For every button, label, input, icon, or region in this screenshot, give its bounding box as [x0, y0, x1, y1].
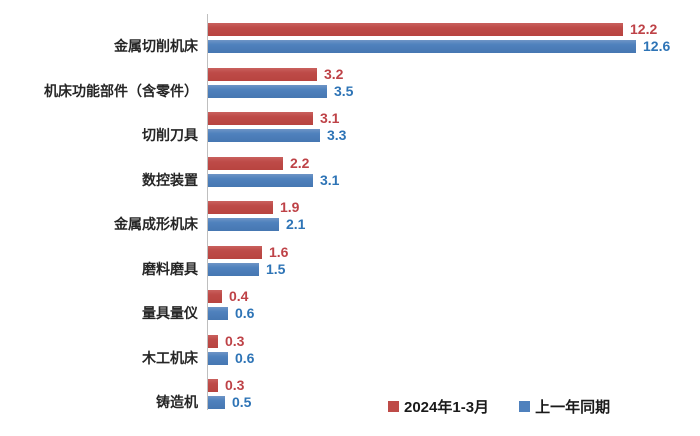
- bar-previous-period: 0.5: [208, 394, 251, 410]
- value-label: 2.1: [286, 216, 306, 232]
- bar-current-period: 0.3: [208, 333, 244, 349]
- bar-current-period: 1.9: [208, 199, 299, 215]
- category-label: 金属成形机床: [114, 216, 198, 232]
- bar-previous-period: 0.6: [208, 305, 254, 321]
- bar-current-period: 0.4: [208, 288, 248, 304]
- category-label: 木工机床: [142, 349, 198, 366]
- value-label: 3.5: [334, 82, 354, 99]
- bar-group: 木工机床 0.3 0.6: [0, 333, 700, 366]
- category-label: 磨料磨具: [142, 260, 198, 277]
- category-label: 铸造机: [156, 394, 198, 410]
- bar-current-period: 3.2: [208, 66, 343, 82]
- legend-item-prev-year: 上一年同期: [519, 396, 610, 417]
- bar-group: 量具量仪 0.4 0.6: [0, 288, 700, 321]
- bar-group: 金属切削机床 12.2 12.6: [0, 21, 700, 54]
- bar-current-period: 0.3: [208, 377, 244, 393]
- legend: 2024年1-3月 上一年同期: [388, 396, 610, 417]
- bar-previous-period: 3.5: [208, 83, 353, 99]
- category-label: 量具量仪: [142, 305, 198, 321]
- bar-group: 机床功能部件（含零件） 3.2 3.5: [0, 66, 700, 99]
- value-label: 12.2: [630, 21, 658, 37]
- category-label: 金属切削机床: [114, 38, 198, 54]
- bar-group: 切削刀具 3.1 3.3: [0, 110, 700, 143]
- value-label: 12.6: [643, 38, 671, 54]
- category-label: 切削刀具: [142, 127, 198, 143]
- value-label: 1.9: [280, 199, 300, 215]
- bar-previous-period: 0.6: [208, 350, 254, 366]
- legend-label: 2024年1-3月: [404, 399, 490, 416]
- value-label: 3.3: [327, 127, 347, 143]
- bar-previous-period: 3.3: [208, 127, 346, 143]
- bar-current-period: 12.2: [208, 21, 657, 37]
- legend-swatch-blue-icon: [519, 401, 531, 412]
- value-label: 1.6: [269, 243, 289, 260]
- bar-current-period: 1.6: [208, 244, 288, 260]
- value-label: 2.2: [290, 154, 310, 171]
- value-label: 0.3: [225, 377, 245, 393]
- category-axis-line: [207, 14, 208, 410]
- legend-item-2024: 2024年1-3月: [388, 396, 489, 417]
- value-label: 0.5: [232, 394, 252, 410]
- value-label: 3.1: [320, 110, 340, 126]
- bar-group: 金属成形机床 1.9 2.1: [0, 199, 700, 232]
- value-label: 3.1: [320, 171, 340, 188]
- bar-group: 铸造机 0.3 0.5: [0, 377, 700, 410]
- bar-group: 磨料磨具 1.6 1.5: [0, 244, 700, 277]
- bar-previous-period: 3.1: [208, 172, 339, 188]
- category-label: 数控装置: [142, 171, 198, 188]
- legend-swatch-red-icon: [388, 401, 399, 412]
- bar-group: 数控装置 2.2 3.1: [0, 155, 700, 188]
- legend-label: 上一年同期: [535, 399, 611, 416]
- bar-current-period: 2.2: [208, 155, 309, 171]
- value-label: 0.6: [235, 305, 255, 321]
- category-label: 机床功能部件（含零件）: [44, 82, 198, 99]
- value-label: 0.4: [229, 288, 249, 304]
- bar-previous-period: 12.6: [208, 38, 670, 54]
- value-label: 0.3: [225, 332, 245, 349]
- bar-previous-period: 1.5: [208, 261, 285, 277]
- bar-previous-period: 2.1: [208, 216, 305, 232]
- value-label: 0.6: [235, 349, 255, 366]
- bar-current-period: 3.1: [208, 110, 339, 126]
- value-label: 3.2: [324, 65, 344, 82]
- value-label: 1.5: [266, 260, 286, 277]
